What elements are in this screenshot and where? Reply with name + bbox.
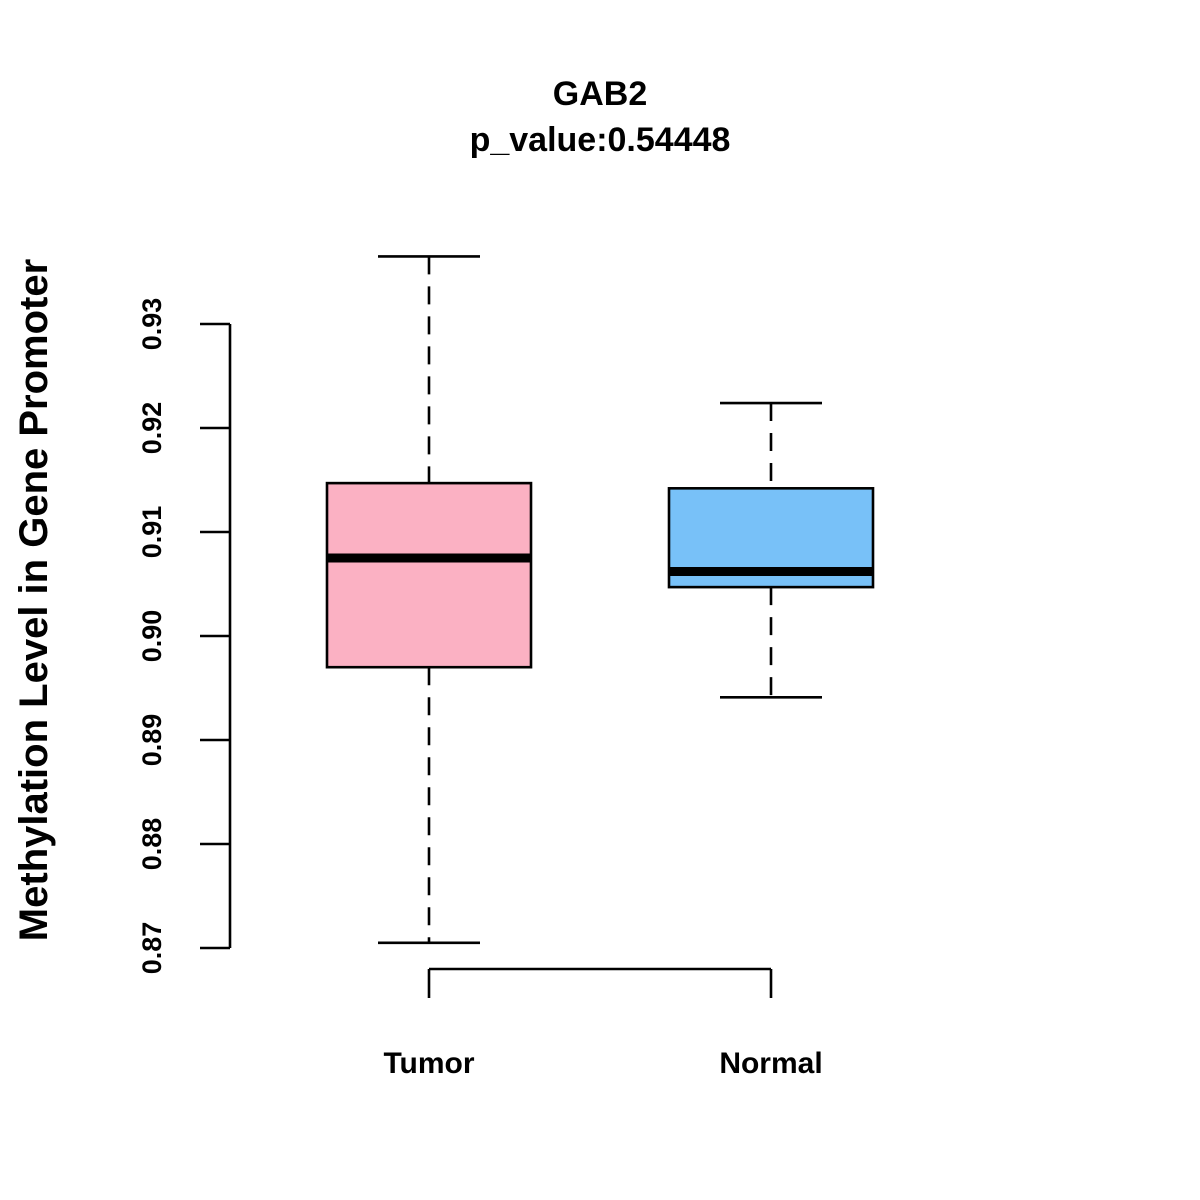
chart-title: GAB2 (553, 75, 647, 113)
boxes (325, 255, 875, 945)
y-tick-label: 0.91 (137, 506, 167, 559)
y-tick-label: 0.93 (137, 298, 167, 351)
y-tick-label: 0.87 (137, 922, 167, 975)
iqr-box (325, 481, 533, 669)
y-tick-label: 0.89 (137, 714, 167, 767)
box-tumor (325, 255, 533, 945)
x-axis: Tumor Normal (383, 967, 823, 1080)
y-tick-label: 0.90 (137, 610, 167, 663)
box-normal (667, 401, 875, 699)
y-tick-label: 0.92 (137, 402, 167, 455)
x-tick-label: Normal (719, 1047, 822, 1080)
x-tick-label: Tumor (383, 1047, 474, 1080)
y-axis: 0.87 0.88 0.89 0.90 0.91 0.92 0.93 (137, 298, 232, 975)
y-axis-title: Methylation Level in Gene Promoter (12, 259, 56, 941)
y-tick-label: 0.88 (137, 818, 167, 871)
chart-subtitle: p_value:0.54448 (470, 121, 731, 159)
